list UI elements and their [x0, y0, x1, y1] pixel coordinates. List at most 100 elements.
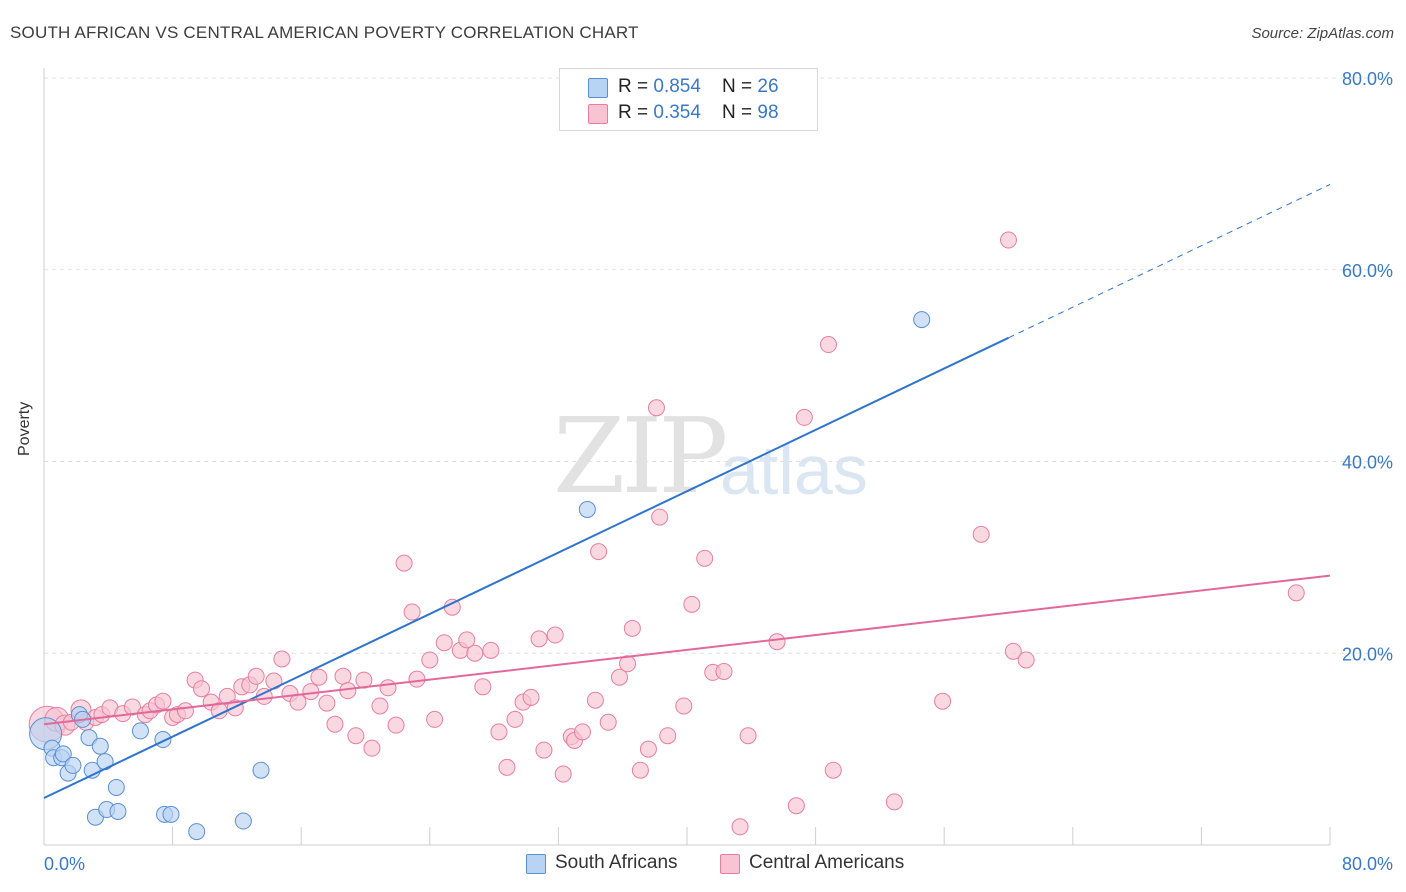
- legend-r-value: 0.354: [653, 102, 701, 123]
- legend-n-label: N =: [722, 102, 758, 123]
- central-american-point: [675, 697, 693, 715]
- legend-n-value: 98: [757, 102, 779, 123]
- central-american-point: [273, 650, 291, 668]
- central-american-point: [824, 761, 842, 779]
- central-american-point: [768, 633, 786, 651]
- central-american-point: [934, 692, 952, 710]
- central-american-point: [623, 619, 641, 637]
- central-american-point: [1287, 584, 1305, 602]
- chart-title: SOUTH AFRICAN VS CENTRAL AMERICAN POVERT…: [10, 23, 639, 42]
- south-african-point: [131, 722, 149, 740]
- south-african-trendline: [43, 336, 1009, 799]
- south-african-point: [91, 737, 109, 755]
- legend-label-central-americans: Central Americans: [749, 852, 905, 873]
- south-african-point: [54, 745, 72, 763]
- central-american-point: [590, 543, 608, 561]
- central-american-point: [819, 336, 837, 354]
- x-tick-label: 0.0%: [44, 854, 85, 874]
- central-american-point: [546, 626, 564, 644]
- central-american-point: [647, 399, 665, 417]
- central-american-point: [522, 688, 540, 706]
- legend-r-label: R =: [618, 102, 654, 123]
- south-african-point: [188, 823, 206, 841]
- central-american-point: [1004, 642, 1022, 660]
- source-label: Source: ZipAtlas.com: [1251, 25, 1394, 42]
- legend-r-value: 0.854: [653, 76, 701, 97]
- central-american-point: [535, 741, 553, 759]
- central-american-point: [289, 693, 307, 711]
- central-american-point: [1000, 231, 1017, 249]
- central-american-point: [318, 694, 336, 712]
- central-american-point: [530, 630, 548, 648]
- legend-swatch-blue: [588, 78, 608, 98]
- south-african-point: [107, 778, 125, 796]
- central-american-point: [435, 634, 453, 652]
- central-american-point: [387, 716, 405, 734]
- watermark-zip: ZIP: [553, 395, 728, 517]
- central-american-point: [247, 667, 265, 685]
- legend-swatch-blue: [526, 854, 546, 874]
- central-american-point: [482, 641, 500, 659]
- south-african-point: [80, 729, 98, 747]
- central-american-point: [363, 739, 381, 757]
- central-american-point: [554, 765, 572, 783]
- central-american-point: [586, 691, 604, 709]
- legend-swatch-pink: [720, 854, 740, 874]
- central-american-point: [972, 525, 990, 543]
- central-american-point: [154, 692, 172, 710]
- watermark-atlas: atlas: [720, 431, 868, 509]
- central-american-point: [466, 644, 484, 662]
- central-american-point: [498, 758, 516, 776]
- central-american-point: [715, 662, 733, 680]
- central-american-point: [379, 679, 397, 697]
- south-african-point: [913, 311, 931, 329]
- south-african-trendline-extension: [1008, 183, 1331, 339]
- central-american-point: [302, 683, 320, 701]
- central-american-point: [490, 723, 508, 741]
- legend-n-value: 26: [757, 76, 779, 97]
- central-american-point: [421, 651, 439, 669]
- central-american-point: [347, 727, 365, 745]
- central-american-point: [458, 631, 476, 649]
- central-american-point: [403, 603, 421, 621]
- south-african-point: [162, 805, 180, 823]
- central-american-point: [408, 670, 426, 688]
- central-american-point: [426, 710, 444, 728]
- y-tick-label: 20.0%: [1342, 644, 1393, 664]
- central-american-trendline: [43, 574, 1331, 726]
- central-american-point: [506, 710, 524, 728]
- south-african-point: [64, 756, 82, 774]
- central-american-point: [659, 727, 677, 745]
- legend-r-label: R =: [618, 76, 654, 97]
- central-american-point: [731, 818, 749, 836]
- central-american-point: [395, 554, 413, 572]
- central-american-point: [218, 687, 236, 705]
- central-american-point: [787, 797, 805, 815]
- central-american-point: [651, 508, 669, 526]
- central-american-point: [334, 667, 352, 685]
- x-tick-label: 80.0%: [1342, 854, 1393, 874]
- south-african-point: [252, 761, 270, 779]
- central-american-point: [574, 723, 592, 741]
- central-american-point: [1017, 651, 1035, 669]
- central-american-point: [599, 713, 617, 731]
- central-american-point: [739, 727, 757, 745]
- central-american-point: [639, 740, 657, 758]
- south-african-point: [234, 812, 252, 830]
- legend-n-label: N =: [722, 76, 758, 97]
- central-american-point: [610, 668, 628, 686]
- central-american-point: [683, 595, 701, 613]
- central-american-point: [310, 668, 328, 686]
- y-tick-label: 60.0%: [1342, 261, 1393, 281]
- central-american-point: [631, 761, 649, 779]
- central-american-point: [371, 697, 389, 715]
- y-tick-label: 80.0%: [1342, 69, 1393, 89]
- correlation-legend: R = 0.854 N = 26 R = 0.354 N = 98: [559, 68, 818, 131]
- y-tick-label: 40.0%: [1342, 453, 1393, 473]
- legend-label-south-africans: South Africans: [555, 852, 678, 873]
- south-african-point: [578, 500, 596, 518]
- central-american-point: [696, 549, 714, 567]
- central-american-point: [885, 793, 903, 811]
- south-african-point: [109, 802, 127, 820]
